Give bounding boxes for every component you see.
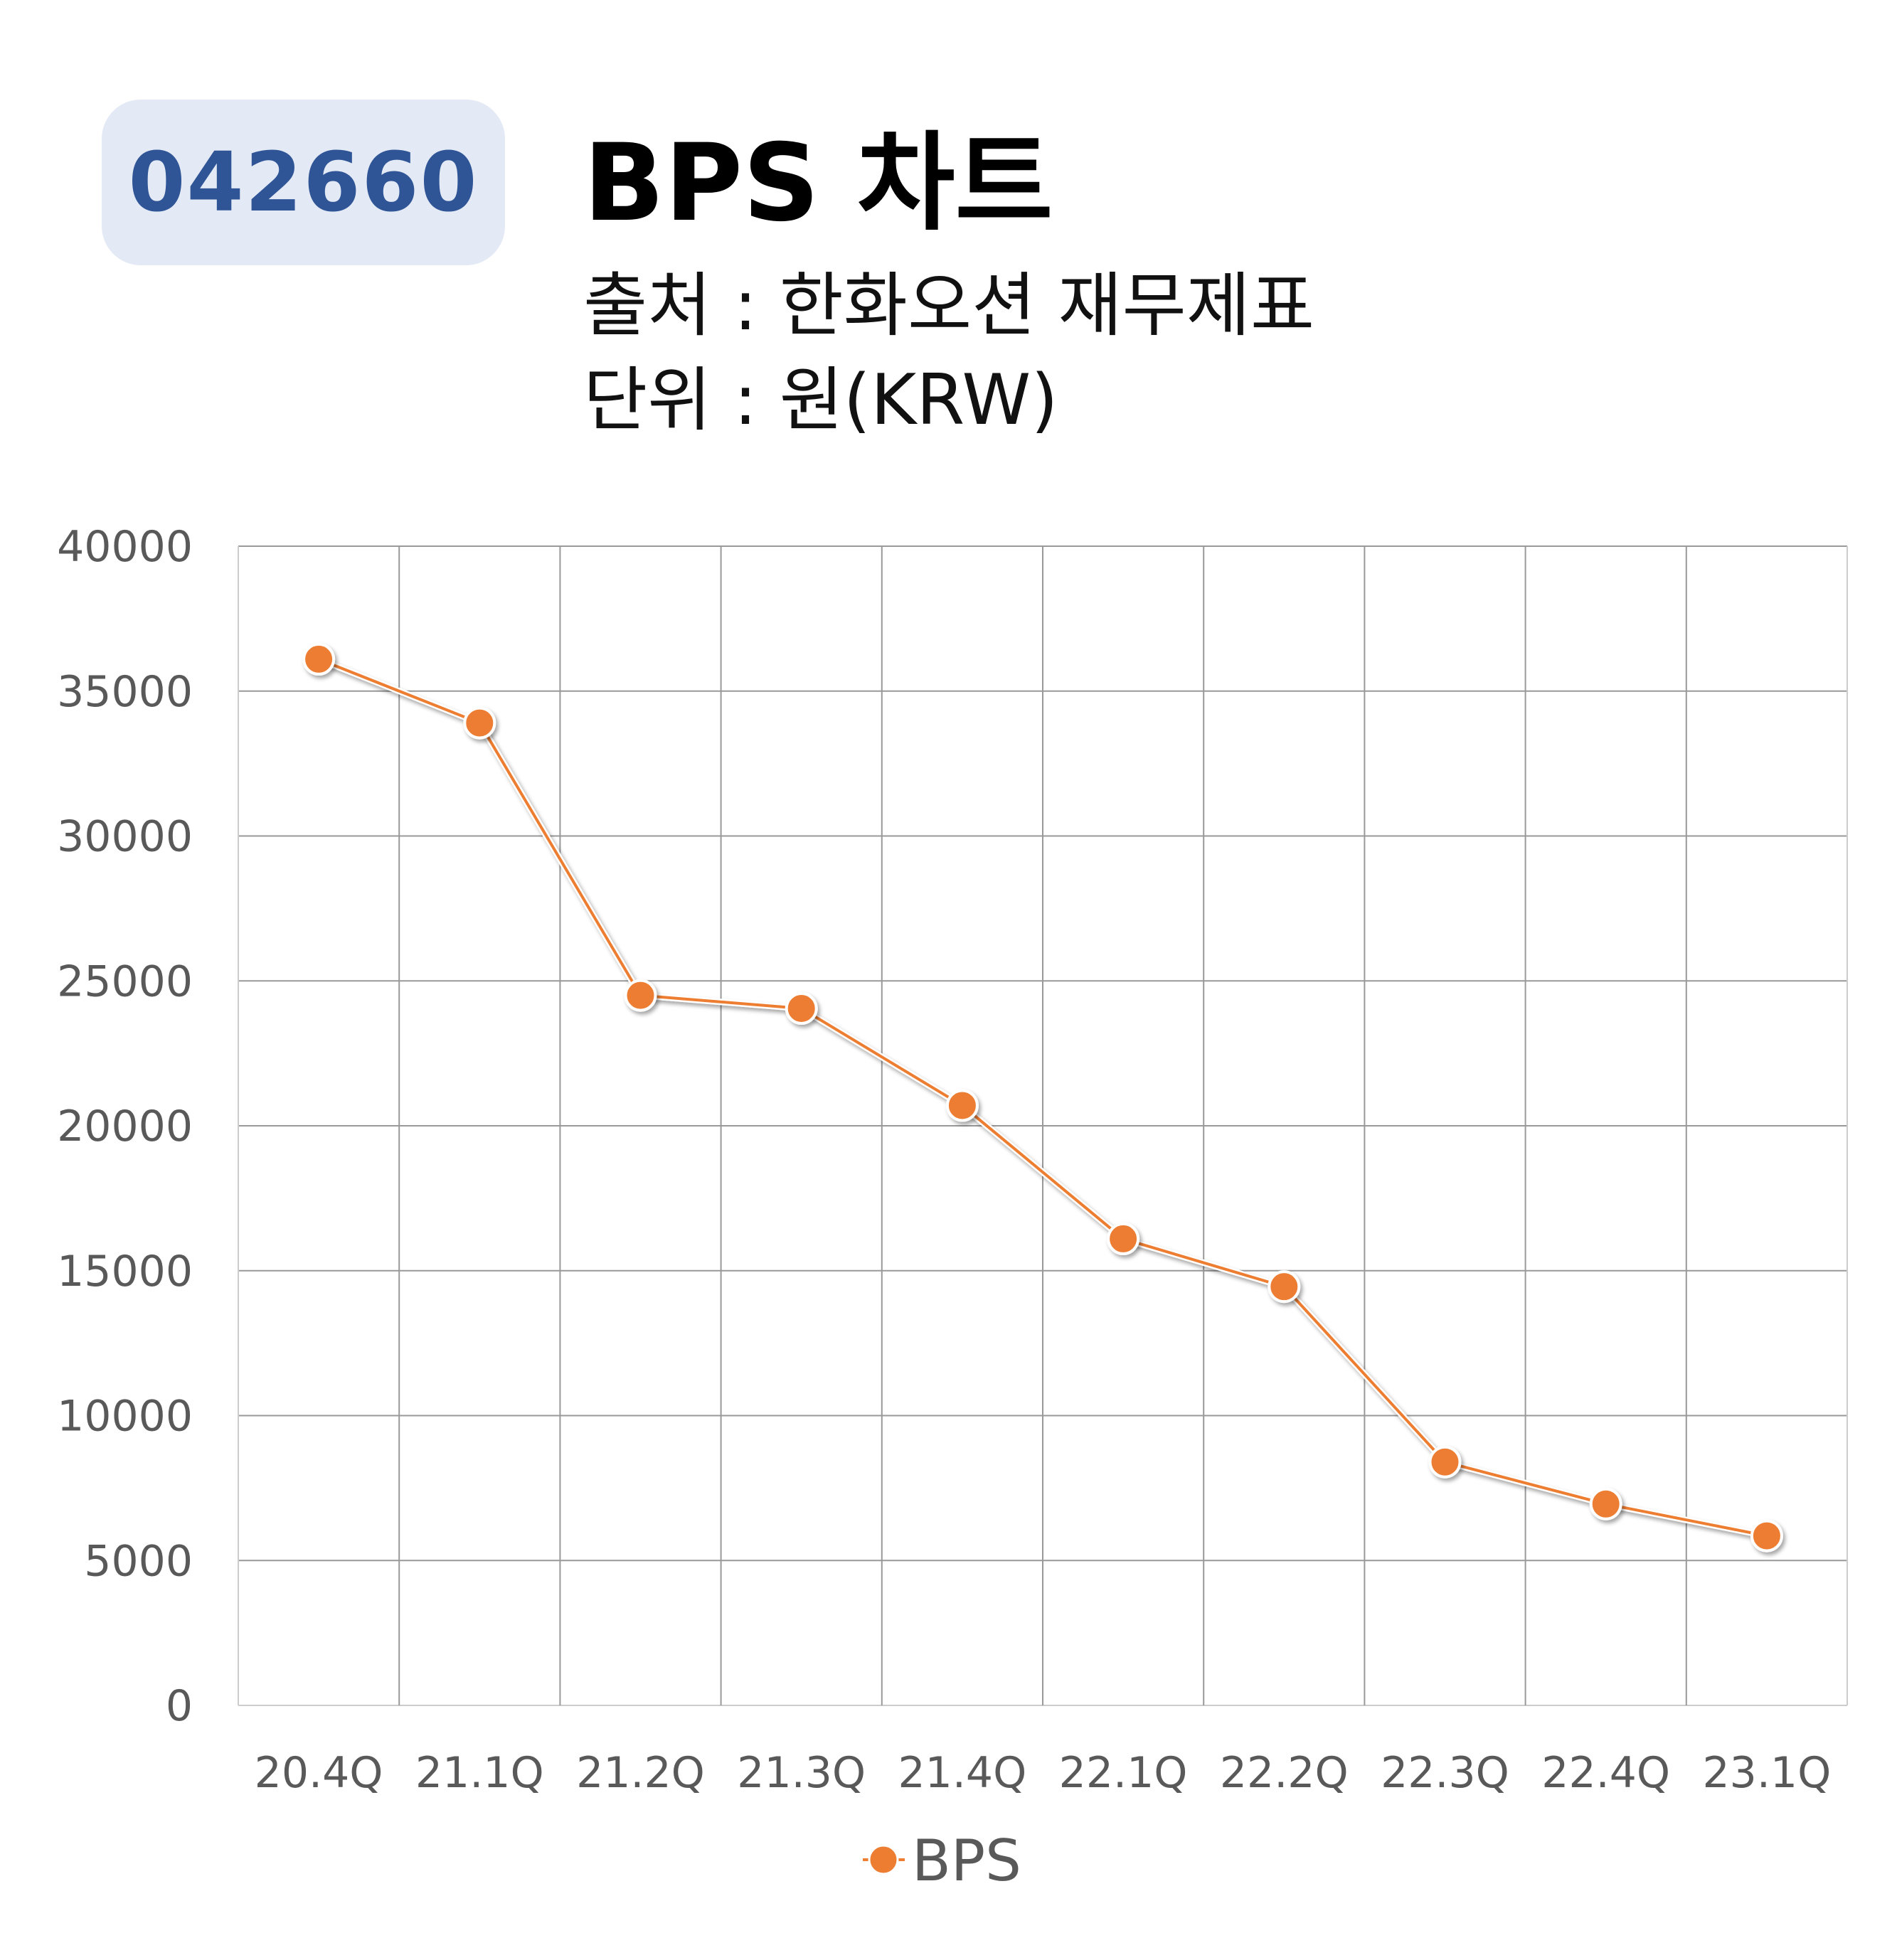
data-point (1107, 1222, 1140, 1255)
x-tick-label: 22.4Q (1541, 1748, 1670, 1798)
x-tick-label: 22.2Q (1220, 1748, 1349, 1798)
x-axis: 20.4Q 21.1Q 21.2Q 21.3Q 21.4Q 22.1Q 22.2Q 22.3Q… (255, 1748, 1832, 1798)
data-point (624, 979, 657, 1012)
legend-label: BPS (912, 1828, 1021, 1894)
data-point (1428, 1445, 1462, 1479)
series-line (318, 658, 1768, 1538)
data-point (785, 991, 818, 1025)
data-point (463, 706, 496, 740)
x-tick-label: 23.1Q (1702, 1748, 1831, 1798)
x-tick-label: 21.1Q (415, 1748, 544, 1798)
chart-unit: 단위 : 원(KRW) (583, 360, 1058, 441)
ticker-code: 042660 (128, 134, 479, 230)
legend-marker (868, 1844, 899, 1875)
data-point (945, 1089, 979, 1122)
y-tick-label: 0 (166, 1681, 193, 1731)
y-tick-label: 15000 (57, 1247, 193, 1296)
chart-title: BPS 차트 (583, 122, 1053, 245)
data-point (1589, 1487, 1622, 1520)
x-tick-label: 22.3Q (1381, 1748, 1509, 1798)
y-tick-label: 5000 (84, 1536, 193, 1586)
x-tick-label: 22.1Q (1059, 1748, 1188, 1798)
x-tick-label: 21.3Q (737, 1748, 866, 1798)
x-tick-label: 20.4Q (255, 1748, 383, 1798)
y-tick-label: 35000 (57, 667, 193, 717)
x-tick-label: 21.4Q (898, 1748, 1026, 1798)
y-tick-label: 20000 (57, 1102, 193, 1151)
data-point (1750, 1519, 1783, 1552)
ticker-badge: 042660 (102, 100, 505, 265)
y-tick-label: 30000 (57, 812, 193, 862)
x-tick-label: 21.2Q (576, 1748, 705, 1798)
series-bps (302, 642, 1783, 1552)
legend: BPS (863, 1828, 1021, 1894)
y-tick-label: 25000 (57, 957, 193, 1006)
data-point (1268, 1270, 1301, 1304)
y-axis: 0 5000 10000 15000 20000 25000 30000 35000 40000 (57, 522, 193, 1731)
chart-source: 출처 : 한화오션 재무제표 (583, 265, 1315, 346)
y-tick-label: 10000 (57, 1392, 193, 1442)
y-tick-label: 40000 (57, 522, 193, 572)
grid (238, 545, 1848, 1706)
data-point (302, 642, 336, 676)
